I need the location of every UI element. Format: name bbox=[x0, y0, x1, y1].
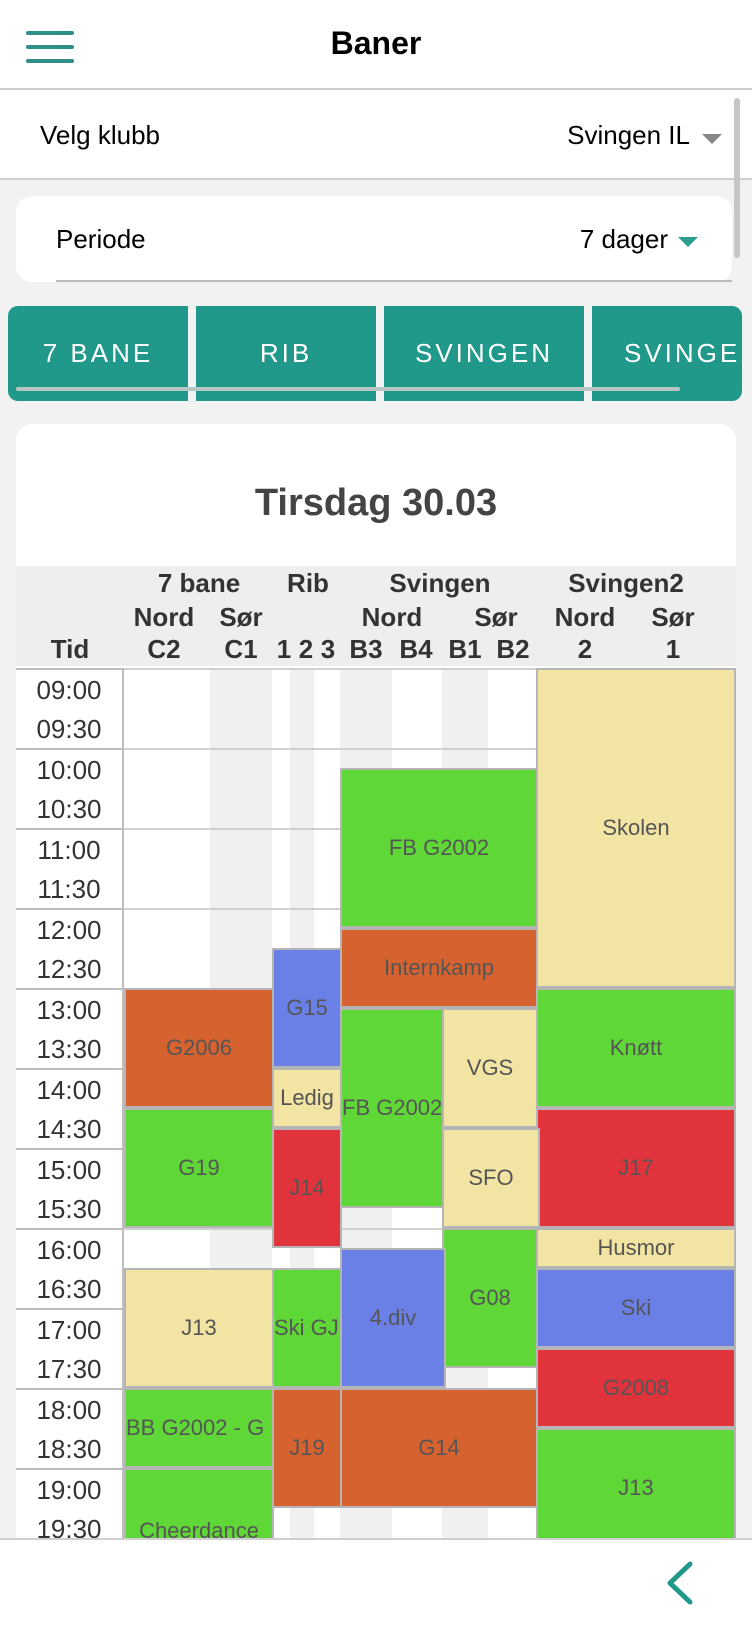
booking-block[interactable]: FB G2002 bbox=[340, 768, 538, 928]
booking-block[interactable]: Internkamp bbox=[340, 928, 538, 1008]
time-slot: 12:00 12:30 bbox=[16, 908, 124, 988]
time-slot: 11:00 11:30 bbox=[16, 828, 124, 908]
time-slot: 16:00 16:30 bbox=[16, 1228, 124, 1308]
court-label: 1 bbox=[665, 634, 681, 664]
court-label: 1 bbox=[276, 634, 292, 664]
court-label: C1 bbox=[224, 634, 258, 664]
time-slot: 17:00 17:30 bbox=[16, 1308, 124, 1388]
court-tabs: 7 BANE RIB SVINGEN SVINGEN2 bbox=[8, 306, 742, 401]
tab-svingen2[interactable]: SVINGEN2 bbox=[624, 338, 742, 368]
booking-block[interactable]: G2006 bbox=[124, 988, 274, 1108]
schedule-day-title: Tirsdag 30.03 bbox=[254, 482, 498, 524]
booking-block[interactable]: Ski bbox=[536, 1268, 736, 1348]
court-label: B3 bbox=[349, 634, 383, 664]
booking-block[interactable]: Husmor bbox=[536, 1228, 736, 1268]
booking-block[interactable]: Skolen bbox=[536, 668, 736, 988]
booking-block[interactable]: J19 bbox=[272, 1388, 342, 1508]
club-value[interactable]: Svingen IL bbox=[567, 120, 690, 150]
column-header: Tid 7 bane Rib Svingen Svingen2 Nord Sør… bbox=[16, 566, 736, 666]
subgroup-label: Sør bbox=[474, 602, 518, 632]
time-slot: 09:00 09:30 bbox=[16, 668, 124, 748]
schedule-card: Tirsdag 30.03 Tid 7 bane Rib Svingen Svi… bbox=[16, 424, 736, 1624]
booking-block[interactable]: G19 bbox=[124, 1108, 274, 1228]
booking-block[interactable]: J13 bbox=[124, 1268, 274, 1388]
booking-block[interactable]: J13 bbox=[536, 1428, 736, 1548]
booking-block[interactable]: J17 bbox=[536, 1108, 736, 1228]
booking-block[interactable]: Ledig bbox=[272, 1068, 342, 1128]
booking-block[interactable]: BB G2002 - G bbox=[124, 1388, 274, 1468]
group-label-7-bane: 7 bane bbox=[157, 568, 241, 598]
tab-7-bane[interactable]: 7 BANE bbox=[42, 338, 154, 368]
group-label-svingen: Svingen bbox=[389, 568, 491, 598]
chevron-left-icon[interactable] bbox=[662, 1560, 696, 1606]
club-label: Velg klubb bbox=[40, 120, 160, 150]
subgroup-label: Nord bbox=[554, 602, 616, 632]
period-selector[interactable]: Periode 7 dager bbox=[16, 196, 732, 282]
page-scrollbar[interactable] bbox=[734, 98, 740, 258]
court-label: B2 bbox=[496, 634, 530, 664]
subgroup-label: Sør bbox=[651, 602, 695, 632]
court-label: 3 bbox=[320, 634, 336, 664]
tabs-scrollbar[interactable] bbox=[16, 387, 680, 391]
subgroup-label: Sør bbox=[219, 602, 263, 632]
app-header: Baner bbox=[0, 0, 752, 90]
time-slot: 18:00 18:30 bbox=[16, 1388, 124, 1468]
court-label: 2 bbox=[298, 634, 314, 664]
time-slot: 19:00 19:30 bbox=[16, 1468, 124, 1548]
booking-block[interactable]: J14 bbox=[272, 1128, 342, 1248]
period-label: Periode bbox=[56, 224, 146, 254]
booking-block[interactable]: Ski GJ bbox=[272, 1268, 342, 1388]
time-slot: 15:00 15:30 bbox=[16, 1148, 124, 1228]
booking-block[interactable]: G08 bbox=[442, 1228, 538, 1368]
subgroup-label: Nord bbox=[133, 602, 195, 632]
booking-block[interactable]: G14 bbox=[340, 1388, 538, 1508]
time-column-label: Tid bbox=[50, 634, 90, 664]
time-slot: 14:00 14:30 bbox=[16, 1068, 124, 1148]
court-label: B4 bbox=[399, 634, 433, 664]
bottom-bar bbox=[0, 1538, 752, 1626]
time-slot: 13:00 13:30 bbox=[16, 988, 124, 1068]
court-label: 2 bbox=[577, 634, 593, 664]
tab-svingen[interactable]: SVINGEN bbox=[414, 338, 554, 368]
caret-down-icon[interactable] bbox=[678, 237, 698, 247]
group-label-svingen2: Svingen2 bbox=[568, 568, 684, 598]
booking-block[interactable]: G15 bbox=[272, 948, 342, 1068]
court-label: C2 bbox=[147, 634, 181, 664]
booking-block[interactable]: FB G2002 bbox=[340, 1008, 444, 1208]
page-title: Baner bbox=[330, 25, 422, 61]
booking-block[interactable]: SFO bbox=[442, 1128, 540, 1228]
caret-down-icon[interactable] bbox=[702, 134, 722, 144]
period-value[interactable]: 7 dager bbox=[579, 224, 668, 254]
subgroup-label: Nord bbox=[361, 602, 423, 632]
booking-block[interactable]: 4.div bbox=[340, 1248, 446, 1388]
group-label-rib: Rib bbox=[287, 568, 329, 598]
booking-block[interactable]: G2008 bbox=[536, 1348, 736, 1428]
tab-rib[interactable]: RIB bbox=[259, 338, 313, 368]
club-selector[interactable]: Velg klubb Svingen IL bbox=[0, 90, 752, 180]
court-label: B1 bbox=[448, 634, 482, 664]
time-slot: 10:00 10:30 bbox=[16, 748, 124, 828]
period-underline bbox=[56, 280, 732, 282]
booking-block[interactable]: Knøtt bbox=[536, 988, 736, 1108]
booking-block[interactable]: VGS bbox=[442, 1008, 538, 1128]
hamburger-menu-icon[interactable] bbox=[26, 31, 74, 63]
